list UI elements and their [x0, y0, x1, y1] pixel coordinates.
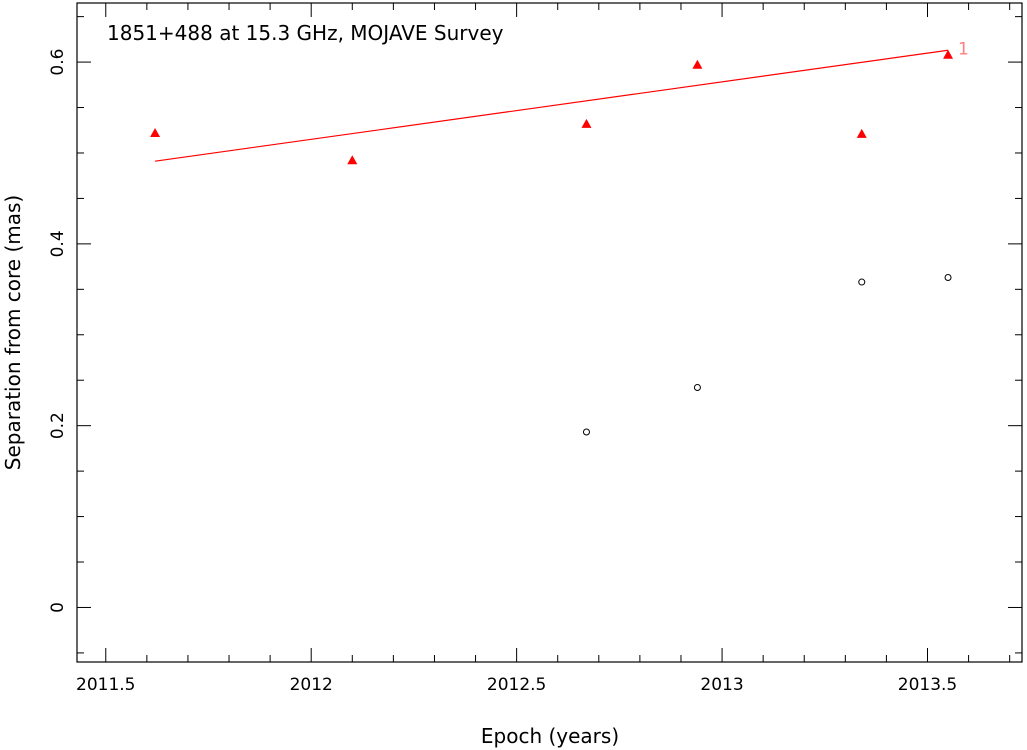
x-axis-title: Epoch (years) — [481, 724, 619, 748]
circle-point — [582, 428, 590, 436]
x-tick-label: 2012.5 — [487, 675, 546, 695]
y-tick-label: 0 — [48, 602, 68, 613]
y-tick-labels: 0 0.2 0.4 0.6 — [48, 49, 68, 613]
triangle-point — [150, 127, 161, 137]
y-tick-label: 0.2 — [48, 412, 68, 439]
circle-point — [858, 278, 866, 286]
x-tick-label: 2012 — [290, 675, 333, 695]
fit-line-label: 1 — [958, 39, 969, 59]
triangle-point — [856, 128, 867, 138]
y-tick-label: 0.4 — [48, 230, 68, 257]
x-tick-label: 2011.5 — [76, 675, 135, 695]
fit-line-group: 1 — [154, 39, 969, 162]
y-axis-title: Separation from core (mas) — [1, 195, 25, 470]
chart-title: 1851+488 at 15.3 GHz, MOJAVE Survey — [107, 21, 504, 45]
data-points — [150, 49, 954, 436]
plot-frame — [76, 2, 1023, 663]
axis-ticks — [77, 3, 1022, 662]
triangle-point — [347, 155, 358, 165]
circle-point — [693, 383, 701, 391]
x-tick-label: 2013 — [700, 675, 743, 695]
x-tick-label: 2013.5 — [898, 675, 957, 695]
circle-point — [944, 274, 952, 282]
triangle-point — [943, 49, 954, 59]
y-tick-label: 0.6 — [48, 49, 68, 76]
triangle-point — [692, 59, 703, 69]
fit-line — [154, 49, 949, 162]
triangle-point — [581, 118, 592, 128]
x-tick-labels: 2011.5 2012 2012.5 2013 2013.5 — [76, 675, 957, 695]
